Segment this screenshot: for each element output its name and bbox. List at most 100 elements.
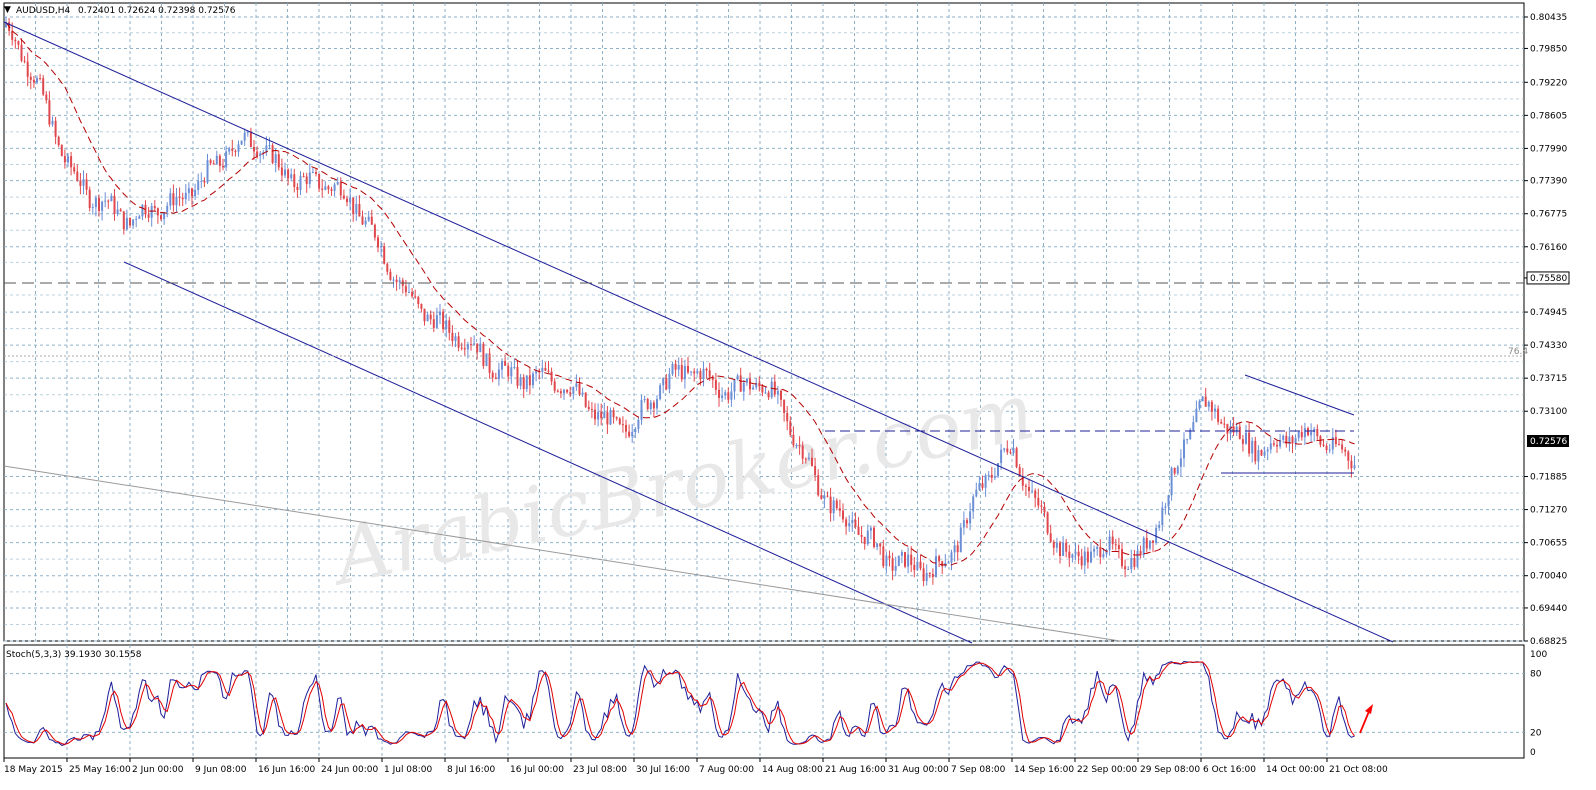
candle [507,362,510,382]
candle [1034,488,1037,508]
candle [972,494,975,519]
candle [389,268,392,281]
candle [1254,436,1257,465]
candle [643,395,646,403]
candle [352,197,355,222]
candle [724,389,727,400]
candle [584,392,587,408]
candle [721,387,724,403]
candle [339,177,342,200]
candle [404,279,407,297]
candle [1130,549,1133,574]
candle [1021,467,1024,491]
candle [14,37,17,49]
candle [987,470,990,481]
x-tick-label: 16 Jul 00:00 [510,765,564,775]
candle [1269,436,1272,454]
x-tick-label: 7 Sep 08:00 [951,765,1006,775]
candle [479,337,482,353]
candle [228,146,231,155]
candle [913,557,916,578]
candle [11,22,14,46]
candle [829,487,832,522]
stochastic-axis: 100 80 20 0 [1530,650,1547,758]
candle [631,424,634,443]
candle [938,554,941,568]
candle [1272,440,1275,447]
candle [1328,443,1331,454]
candle [113,188,116,221]
candle [587,400,590,411]
candle [1266,447,1269,461]
trendlines[interactable]: 76.4 [3,21,1528,644]
y-tick-label: 0.80435 [1530,13,1567,23]
candle [88,186,91,212]
candle [795,443,798,449]
candle [1189,427,1192,440]
chart-menu-icon[interactable]: ▼ [4,5,11,15]
candle [612,407,615,424]
candle [178,187,181,207]
candle [1003,447,1006,453]
candle [463,338,466,356]
candle [110,193,113,202]
candle [259,151,262,164]
channel-lower-line[interactable] [123,261,973,644]
candle [736,373,739,381]
candle [1288,427,1291,452]
candle [873,525,875,549]
candle [423,308,426,326]
y-tick-label: 0.79850 [1530,44,1567,54]
candle [618,417,621,426]
candle [928,572,931,579]
candle [125,209,128,231]
x-tick-label: 6 Oct 16:00 [1203,765,1256,775]
candle [1152,540,1154,553]
candle [435,307,438,329]
candle [169,188,172,210]
candle [1055,537,1058,553]
candle [1164,502,1167,515]
long-term-trendline[interactable] [3,465,1121,642]
candle [470,337,472,351]
candle [1176,465,1179,476]
x-tick-label: 1 Jul 08:00 [384,765,433,775]
triangle-upper-line[interactable] [1244,374,1355,416]
candle [1049,524,1052,543]
candle [439,303,441,325]
stochastic-k-line [5,660,1355,746]
candle [370,209,373,225]
candle [532,371,534,389]
candle [811,448,813,467]
candle [1062,536,1065,557]
candle [572,386,575,400]
stochastic-d-line [5,661,1355,745]
candle [640,394,643,425]
x-tick-label: 31 Aug 00:00 [888,765,949,775]
candle [1148,540,1151,551]
candle [885,552,888,574]
candle [1207,400,1210,412]
stochastic-grid [3,644,1525,759]
candle [1121,542,1123,569]
candle [668,367,671,394]
candle [742,380,745,401]
candle [1037,488,1040,509]
candle [807,452,810,461]
candle [848,515,851,532]
candle [1344,447,1347,457]
candle [324,181,327,191]
candle [29,72,32,90]
channel-upper-line[interactable] [3,21,1394,643]
candle [76,164,79,182]
candle [1074,542,1077,561]
candle [67,153,69,167]
candle [212,160,215,165]
candle [104,192,107,208]
candle [163,211,166,225]
candle [1012,438,1015,456]
candle [832,496,835,521]
candle [1040,500,1043,514]
candles [5,16,1356,587]
